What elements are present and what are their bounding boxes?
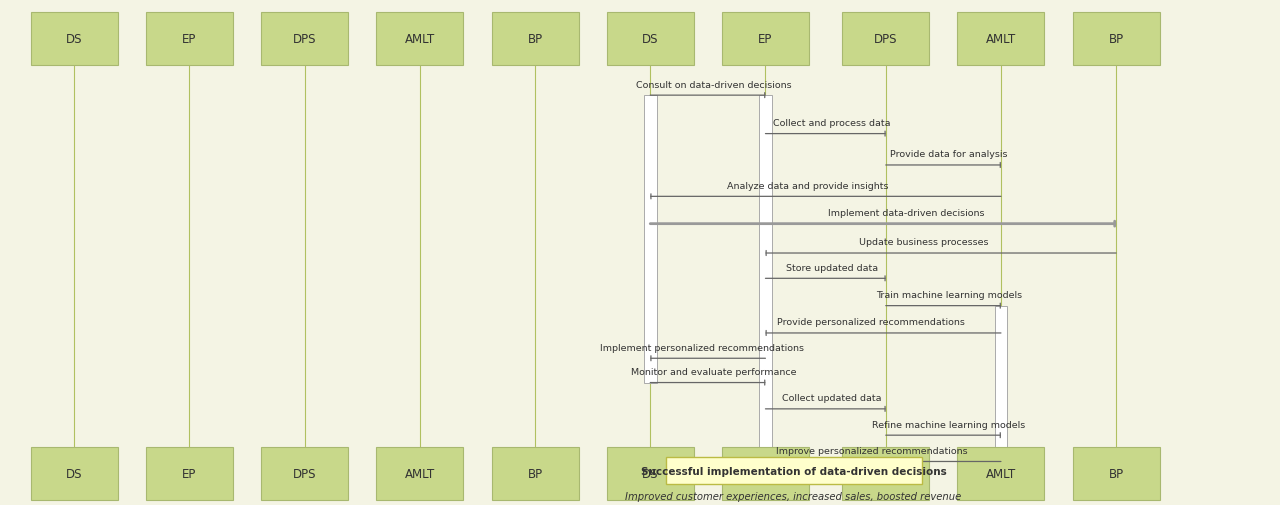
Text: AMLT: AMLT: [404, 33, 435, 46]
FancyBboxPatch shape: [31, 447, 118, 500]
Text: DPS: DPS: [293, 467, 316, 480]
FancyBboxPatch shape: [722, 447, 809, 500]
Text: AMLT: AMLT: [404, 467, 435, 480]
FancyBboxPatch shape: [957, 447, 1044, 500]
Text: Train machine learning models: Train machine learning models: [876, 290, 1023, 299]
Text: AMLT: AMLT: [986, 33, 1016, 46]
FancyBboxPatch shape: [261, 13, 348, 66]
Text: Implement data-driven decisions: Implement data-driven decisions: [828, 209, 984, 218]
Text: Consult on data-driven decisions: Consult on data-driven decisions: [636, 80, 791, 89]
FancyBboxPatch shape: [842, 13, 929, 66]
Text: DS: DS: [67, 467, 82, 480]
Text: DS: DS: [643, 467, 658, 480]
Text: EP: EP: [182, 467, 197, 480]
Text: Store updated data: Store updated data: [786, 263, 878, 272]
Text: BP: BP: [1108, 467, 1124, 480]
Text: EP: EP: [182, 33, 197, 46]
Text: Improve personalized recommendations: Improve personalized recommendations: [776, 446, 968, 455]
Text: DPS: DPS: [874, 467, 897, 480]
Text: BP: BP: [527, 33, 543, 46]
FancyBboxPatch shape: [146, 447, 233, 500]
FancyBboxPatch shape: [1073, 13, 1160, 66]
Text: Improved customer experiences, increased sales, boosted revenue: Improved customer experiences, increased…: [626, 491, 961, 501]
Text: Provide data for analysis: Provide data for analysis: [891, 150, 1007, 159]
FancyBboxPatch shape: [722, 13, 809, 66]
Text: DPS: DPS: [293, 33, 316, 46]
Text: DPS: DPS: [874, 33, 897, 46]
Text: EP: EP: [758, 467, 773, 480]
Text: Successful implementation of data-driven decisions: Successful implementation of data-driven…: [641, 466, 946, 476]
Text: Refine machine learning models: Refine machine learning models: [873, 420, 1025, 429]
Text: Analyze data and provide insights: Analyze data and provide insights: [727, 181, 888, 190]
FancyBboxPatch shape: [607, 13, 694, 66]
FancyBboxPatch shape: [842, 447, 929, 500]
FancyBboxPatch shape: [146, 13, 233, 66]
Text: Collect and process data: Collect and process data: [773, 119, 891, 128]
FancyBboxPatch shape: [492, 13, 579, 66]
Text: BP: BP: [527, 467, 543, 480]
FancyBboxPatch shape: [1073, 447, 1160, 500]
FancyBboxPatch shape: [957, 13, 1044, 66]
Text: Collect updated data: Collect updated data: [782, 393, 882, 402]
Text: BP: BP: [1108, 33, 1124, 46]
Text: Monitor and evaluate performance: Monitor and evaluate performance: [631, 367, 796, 376]
FancyBboxPatch shape: [607, 447, 694, 500]
FancyBboxPatch shape: [492, 447, 579, 500]
Text: Implement personalized recommendations: Implement personalized recommendations: [600, 343, 804, 352]
Text: DS: DS: [67, 33, 82, 46]
FancyBboxPatch shape: [759, 96, 772, 462]
Text: AMLT: AMLT: [986, 467, 1016, 480]
Text: DS: DS: [643, 33, 658, 46]
FancyBboxPatch shape: [31, 13, 118, 66]
Text: Provide personalized recommendations: Provide personalized recommendations: [777, 318, 965, 327]
Text: Update business processes: Update business processes: [859, 238, 988, 247]
FancyBboxPatch shape: [666, 458, 922, 484]
FancyBboxPatch shape: [261, 447, 348, 500]
Text: EP: EP: [758, 33, 773, 46]
FancyBboxPatch shape: [376, 447, 463, 500]
FancyBboxPatch shape: [644, 96, 657, 383]
FancyBboxPatch shape: [995, 306, 1007, 462]
FancyBboxPatch shape: [376, 13, 463, 66]
